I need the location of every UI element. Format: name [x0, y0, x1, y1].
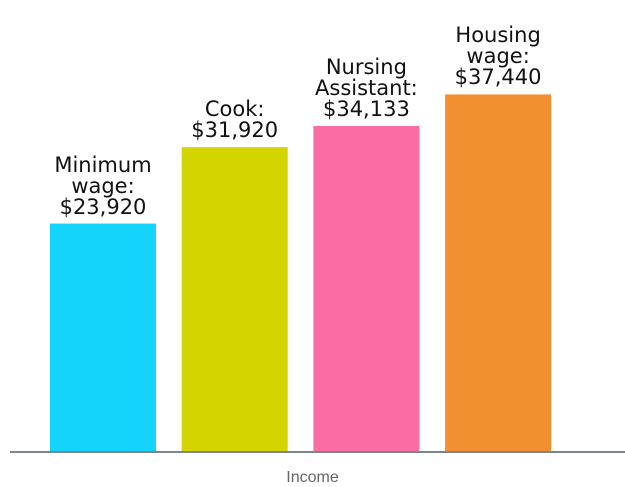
category-label: Nursing Assistant: — [315, 55, 418, 101]
bar-label: Minimum wage: $23,920 — [38, 152, 168, 219]
bar-label: Cook: $31,920 — [170, 99, 300, 141]
bar — [181, 147, 288, 452]
bar — [50, 223, 156, 452]
value-label: $31,920 — [191, 118, 279, 143]
x-axis-label: Income — [286, 469, 339, 486]
value-label: $37,440 — [454, 65, 542, 90]
category-label: Cook: — [204, 97, 265, 122]
bar-label: Nursing Assistant: $34,133 — [301, 57, 431, 120]
bar — [445, 94, 552, 452]
category-label: Housing wage: — [455, 23, 541, 69]
value-label: $34,133 — [322, 97, 410, 122]
value-label: $23,920 — [59, 194, 147, 219]
bar-label: Housing wage: $37,440 — [433, 25, 563, 88]
bar — [313, 126, 420, 452]
category-label: Minimum wage: — [54, 152, 152, 198]
